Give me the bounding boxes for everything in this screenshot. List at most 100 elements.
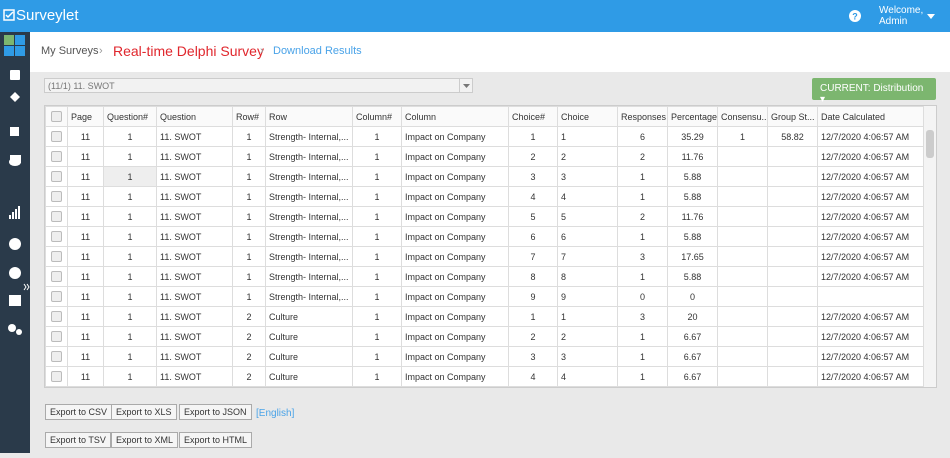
table-cell: 1 [352,326,402,347]
column-header[interactable]: Page [67,106,104,127]
export-button[interactable]: Export to XLS [111,404,177,420]
checkbox[interactable] [51,251,62,263]
checkbox[interactable] [51,331,62,343]
checkbox[interactable] [51,351,62,363]
checkbox[interactable] [51,191,62,203]
table-cell [717,346,768,367]
table-cell: 1 [232,166,266,187]
table-cell [767,266,818,287]
table-cell: 11 [67,346,104,367]
column-header[interactable]: Column# [352,106,402,127]
table-cell: 1 [232,286,266,307]
question-select[interactable]: (11/1) 11. SWOT [44,78,473,93]
table-cell: 1 [352,186,402,207]
table-cell: 1 [232,226,266,247]
table-cell: 11.76 [667,206,718,227]
table-cell: 1 [352,346,402,367]
column-header[interactable]: Question [156,106,233,127]
table-cell: Strength- Internal,... [265,186,353,207]
export-button[interactable]: Export to HTML [179,432,253,448]
table-cell [767,366,818,387]
table-cell: 4 [557,366,618,387]
table-cell: 12/7/2020 4:06:57 AM [817,126,926,147]
table-cell: 6.67 [667,346,718,367]
user-menu[interactable]: Welcome, Admin [879,5,923,27]
table-cell [817,286,926,307]
checkbox[interactable] [51,371,62,383]
checkbox[interactable] [51,311,62,323]
table-cell: 12/7/2020 4:06:57 AM [817,326,926,347]
table-cell: 11. SWOT [156,226,233,247]
language-link[interactable]: [English] [256,408,295,419]
column-header[interactable]: Date Calculated [817,106,926,127]
table-cell: 1 [352,146,402,167]
export-button[interactable]: Export to XML [111,432,179,448]
sidebar-icons [4,35,30,335]
column-header[interactable]: Group St... [767,106,818,127]
table-cell: Impact on Company [401,366,509,387]
column-header[interactable]: Row# [232,106,266,127]
survey-title[interactable]: Real-time Delphi Survey [113,43,264,59]
checkbox[interactable] [51,231,62,243]
help-icon[interactable]: ? [849,10,861,22]
breadcrumb-current[interactable]: Download Results [273,45,362,57]
scrollbar[interactable] [923,106,936,387]
table-cell: 1 [103,206,157,227]
table-cell: 6.67 [667,366,718,387]
table-cell [717,266,768,287]
table-cell: 11 [67,226,104,247]
table-cell: 1 [617,166,668,187]
table-cell: 1 [352,366,402,387]
breadcrumb-link[interactable]: My Surveys [41,45,99,57]
table-cell [717,366,768,387]
column-header[interactable]: Choice [557,106,618,127]
table-cell: 11. SWOT [156,266,233,287]
column-header[interactable]: Responses [617,106,668,127]
export-button[interactable]: Export to JSON [179,404,252,420]
checkbox[interactable] [51,111,62,123]
table-cell: 2 [232,306,266,327]
table-cell: 11 [67,126,104,147]
logo[interactable]: Surveylet [16,7,79,24]
table-cell: 6 [508,226,558,247]
user-name: Admin [879,16,908,27]
column-header[interactable]: Column [401,106,509,127]
table-cell: Strength- Internal,... [265,226,353,247]
table-cell [717,206,768,227]
table-cell: 11. SWOT [156,126,233,147]
export-button[interactable]: Export to TSV [45,432,111,448]
column-header[interactable]: Percentage [667,106,718,127]
table-cell: 1 [103,126,157,147]
table-cell: 3 [508,346,558,367]
checkbox[interactable] [51,171,62,183]
checkbox[interactable] [51,151,62,163]
column-header[interactable]: Question# [103,106,157,127]
checkbox[interactable] [51,211,62,223]
column-header[interactable]: Consensu... [717,106,768,127]
table-cell: 11 [67,306,104,327]
table-cell [767,286,818,307]
table-cell [717,286,768,307]
table-cell: 7 [508,246,558,267]
table-cell: 7 [557,246,618,267]
table-cell [717,306,768,327]
table-row: 11 1 11. SWOT 2 Culture 1 Impact on Company 4 4 1… [45,366,926,387]
table-cell: 11. SWOT [156,206,233,227]
checkbox[interactable] [51,131,62,143]
table-row: 11 1 11. SWOT 1 Strength- Internal,... 1 Impac… [45,226,926,247]
table-cell: 1 [352,286,402,307]
table-cell: 11 [67,186,104,207]
table-cell: 11. SWOT [156,346,233,367]
checkbox[interactable] [51,291,62,303]
checkbox[interactable] [51,271,62,283]
column-header[interactable]: Choice# [508,106,558,127]
table-cell: 12/7/2020 4:06:57 AM [817,306,926,327]
column-header[interactable]: Row [265,106,353,127]
table-row: 11 1 11. SWOT 2 Culture 1 Impact on Company 3 3 1… [45,346,926,367]
table-cell: 11 [67,266,104,287]
table-cell: Strength- Internal,... [265,206,353,227]
export-button[interactable]: Export to CSV [45,404,113,420]
mode-button[interactable]: CURRENT: Distribution ▾ [812,78,936,105]
table-cell: Impact on Company [401,146,509,167]
table-cell [717,246,768,267]
